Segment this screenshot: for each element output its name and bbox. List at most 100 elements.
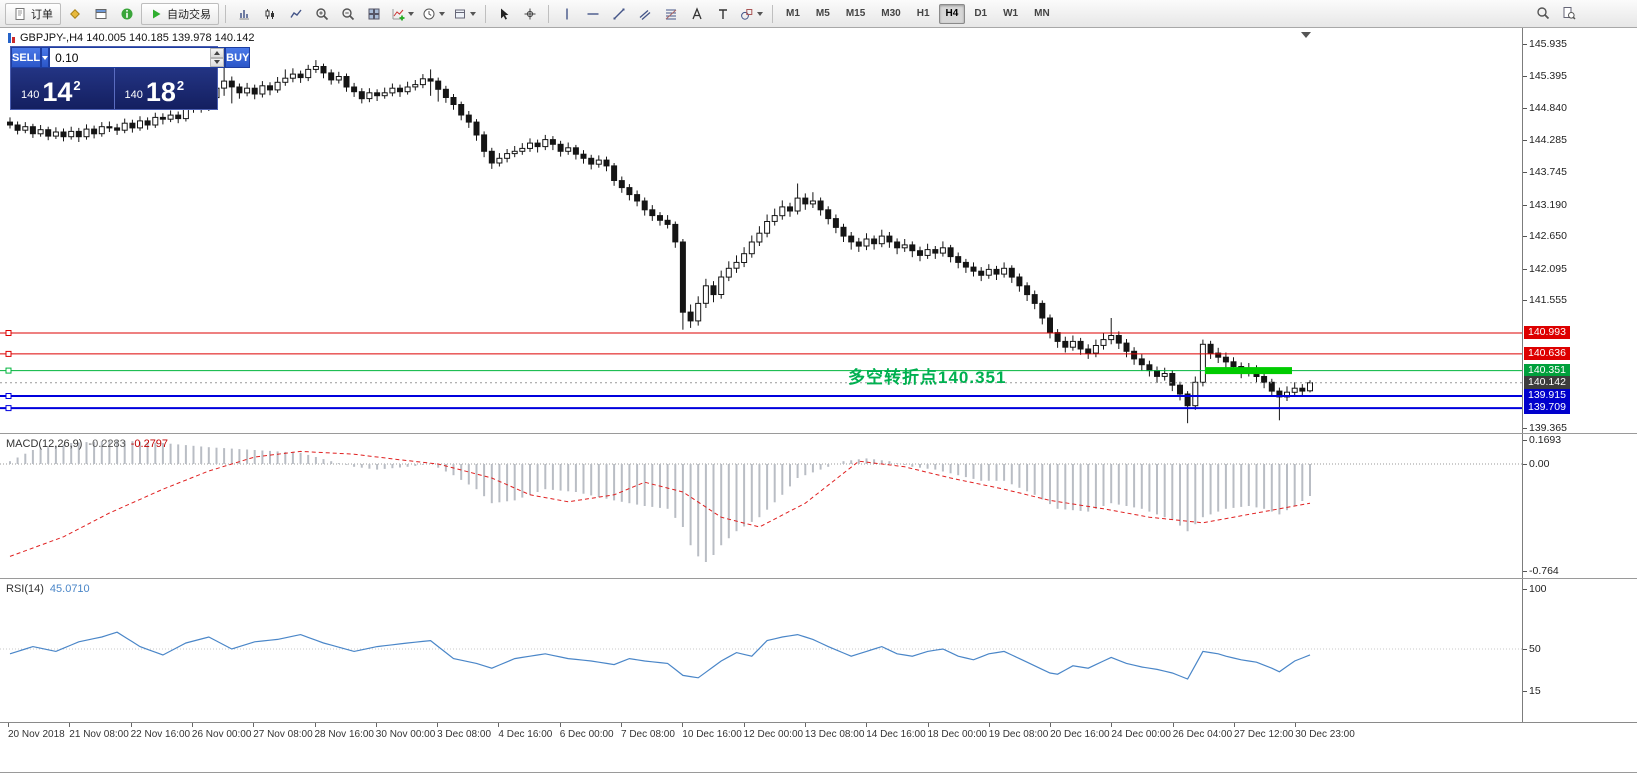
new-order-button[interactable]: 订单 [5,2,61,25]
time-tick [498,723,500,727]
timeframe-D1[interactable]: D1 [967,4,994,24]
volume-up-button[interactable] [210,48,225,58]
trendline-button[interactable] [607,3,631,25]
chart-pane[interactable]: GBPJPY-,H4 140.005 140.185 139.978 140.1… [0,28,1637,434]
axis-tick [1523,571,1527,572]
caret-down-icon [42,55,49,60]
templates-button[interactable] [450,3,479,25]
macd-name: MACD(12,26,9) [6,438,83,450]
line-handle[interactable] [5,393,12,399]
bar-chart-button[interactable] [232,3,256,25]
zoom-out-button[interactable] [336,3,360,25]
mini-chart-icon [8,33,15,43]
time-axis[interactable]: 20 Nov 2018 21 Nov 08:00 22 Nov 16:00 26 No… [0,722,1637,772]
label-button[interactable] [711,3,735,25]
caret-down-icon [439,11,445,16]
time-tick [437,723,439,727]
time-axis-label: 3 Dec 08:00 [437,729,492,740]
shapes-button[interactable] [737,3,766,25]
cursor-icon [497,7,511,21]
toolbar-separator [772,4,773,23]
volume-input[interactable] [50,48,211,67]
linechart-icon [289,7,303,21]
timeframe-H1[interactable]: H1 [910,4,937,24]
one-click-trading-panel: SELL BUY 140 14 2 [10,46,251,110]
chart-shift-marker-icon[interactable] [1301,32,1311,38]
periods-button[interactable] [419,3,448,25]
price-badge: 139.915 [1524,389,1570,402]
timeframe-M15[interactable]: M15 [839,4,872,24]
macd-pane[interactable]: MACD(12,26,9) -0.2283 -0.2797 0.1693 0.00 -0… [0,433,1637,578]
info-icon [120,7,134,21]
line-handle[interactable] [5,405,12,412]
search-button[interactable] [1531,2,1555,24]
volume-down-button[interactable] [210,57,225,67]
chart-list-button[interactable] [89,3,113,25]
price-axis-label: 145.935 [1529,38,1567,50]
buy-price[interactable]: 140 18 2 [115,68,218,109]
channel-icon [638,7,652,21]
time-axis-label: 22 Nov 16:00 [130,729,191,740]
time-tick [1050,723,1052,727]
line-handle[interactable] [5,367,12,374]
bars-icon [237,7,251,21]
text-button[interactable] [685,3,709,25]
macd-chart[interactable] [0,434,1522,578]
price-badge: 140.142 [1524,376,1570,389]
price-axis-label: 143.745 [1529,166,1567,178]
candlestick-chart-button[interactable] [258,3,282,25]
caret-down-icon [470,11,476,16]
time-axis-label: 24 Dec 00:00 [1111,729,1171,740]
trade-panel-dropdown-button[interactable] [41,47,50,68]
rsi-chart[interactable] [0,579,1522,722]
tile-windows-button[interactable] [362,3,386,25]
labelT-icon [716,7,730,21]
vertical-line-button[interactable] [555,3,579,25]
timeframe-M30[interactable]: M30 [874,4,907,24]
candlestick-chart[interactable] [0,28,1522,433]
price-axis-label: 145.395 [1529,70,1567,82]
pivot-annotation-text[interactable]: 多空转折点140.351 [848,368,1007,387]
zoom-in-button[interactable] [310,3,334,25]
rsi-label: RSI(14) 45.0710 [6,583,90,595]
fibonacci-button[interactable] [659,3,683,25]
time-axis-label: 27 Nov 08:00 [253,729,313,740]
timeframe-W1[interactable]: W1 [996,4,1025,24]
price-badge: 140.351 [1524,364,1570,377]
cursor-button[interactable] [492,3,516,25]
data-window-button[interactable] [1557,2,1581,24]
line-handle[interactable] [5,350,12,357]
caret-down-icon [408,11,414,16]
line-handle[interactable] [5,330,12,336]
rsi-axis-label: 50 [1529,643,1541,655]
window-icon [94,7,108,21]
macd-value: -0.2283 [88,438,126,450]
auto-trading-button[interactable]: 自动交易 [141,2,219,25]
timeframe-MN[interactable]: MN [1027,4,1057,24]
time-axis-label: 26 Dec 04:00 [1172,729,1233,740]
crosshair-button[interactable] [518,3,542,25]
price-axis[interactable]: 145.935 145.395 144.840 144.285 143.745 143.1… [1522,28,1637,434]
sell-price[interactable]: 140 14 2 [11,68,114,109]
buy-button[interactable]: BUY [225,47,251,68]
toolbar-groups: 订单 自动交易 M1 M5 M15 M30 H1 H4 D1 W1 MN [4,0,1058,27]
info-button[interactable] [115,3,139,25]
hline-icon [586,7,600,21]
channel-button[interactable] [633,3,657,25]
axis-tick [1523,76,1527,77]
indicators-button[interactable] [388,3,417,25]
timeframe-M5[interactable]: M5 [809,4,837,24]
horizontal-line-button[interactable] [581,3,605,25]
rsi-pane[interactable]: RSI(14) 45.0710 100 50 15 [0,578,1637,722]
axis-tick [1523,440,1527,441]
line-chart-button[interactable] [284,3,308,25]
macd-axis[interactable]: 0.1693 0.00 -0.764 [1522,434,1637,578]
market-watch-button[interactable] [63,3,87,25]
sell-button[interactable]: SELL [11,47,42,68]
timeframe-M1[interactable]: M1 [779,4,807,24]
time-axis-label: 26 Nov 00:00 [191,729,252,740]
rsi-axis[interactable]: 100 50 15 [1522,579,1637,722]
green-highlight-bar[interactable] [1205,367,1292,375]
timeframe-H4[interactable]: H4 [938,3,966,24]
